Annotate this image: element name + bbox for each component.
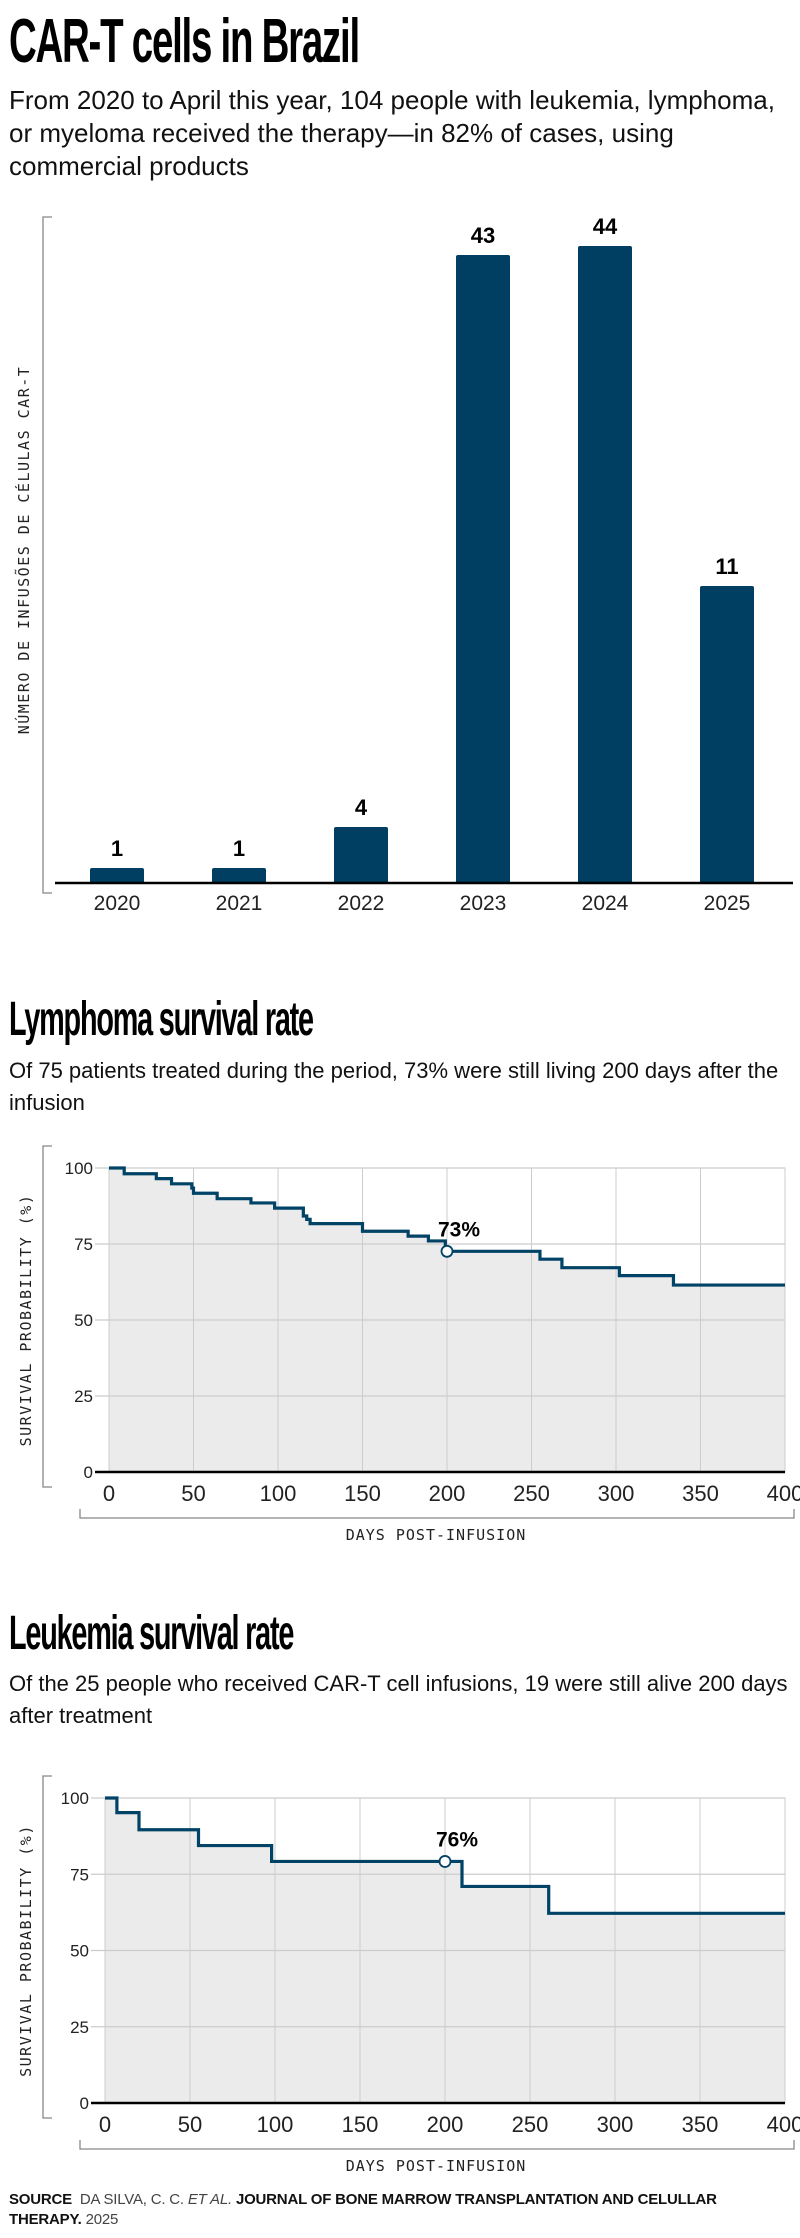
y-tick-25: 25 bbox=[70, 2018, 89, 2037]
bar-2023 bbox=[456, 255, 510, 884]
x-tick-0: 0 bbox=[103, 1481, 115, 1506]
x-tick-2023: 2023 bbox=[460, 892, 507, 915]
y-tick-50: 50 bbox=[70, 1942, 89, 1961]
y-tick-75: 75 bbox=[74, 1235, 93, 1254]
y-tick-75: 75 bbox=[70, 1865, 89, 1884]
x-tick-2025: 2025 bbox=[704, 892, 751, 915]
source-et-al: ET AL. bbox=[187, 2191, 232, 2208]
x-tick-200: 200 bbox=[429, 1481, 466, 1506]
x-axis-bracket bbox=[79, 2140, 795, 2150]
data-label-2022: 4 bbox=[355, 795, 368, 820]
x-tick-250: 250 bbox=[512, 2112, 549, 2137]
y-axis-bracket bbox=[42, 1145, 52, 1488]
data-label-2023: 43 bbox=[471, 223, 495, 248]
y-tick-0: 0 bbox=[84, 1463, 93, 1482]
survival-curve bbox=[105, 1796, 785, 1915]
y-axis-label: SURVIVAL PROBABILITY (%) bbox=[17, 1194, 35, 1447]
x-tick-400: 400 bbox=[767, 2112, 800, 2137]
x-tick-2022: 2022 bbox=[338, 892, 385, 915]
x-tick-150: 150 bbox=[342, 2112, 379, 2137]
x-tick-2024: 2024 bbox=[582, 892, 629, 915]
y-tick-100: 100 bbox=[65, 1159, 93, 1178]
bar-2020 bbox=[90, 868, 144, 884]
y-tick-25: 25 bbox=[74, 1387, 93, 1406]
y-axis-bracket-line bbox=[42, 216, 52, 894]
leukemia-title: Leukemia survival rate bbox=[9, 1607, 294, 1660]
x-axis-label: DAYS POST-INFUSION bbox=[346, 2157, 527, 2175]
data-label-2021: 1 bbox=[233, 836, 245, 861]
y-axis-label: NÚMERO DE INFUSÕES DE CÉLULAS CAR-T bbox=[14, 366, 33, 735]
page-title: CAR-T cells in Brazil bbox=[9, 7, 360, 76]
leukemia-subtitle: Of the 25 people who received CAR-T cell… bbox=[9, 1671, 788, 1728]
survival-marker-200-days bbox=[440, 1244, 454, 1258]
survival-curve bbox=[109, 1166, 785, 1287]
data-label-2020: 1 bbox=[111, 836, 123, 861]
bar-2025 bbox=[700, 586, 754, 884]
y-axis-bracket bbox=[42, 1775, 52, 2119]
y-tick-0: 0 bbox=[80, 2094, 89, 2113]
x-tick-350: 350 bbox=[682, 1481, 719, 1506]
y-tick-100: 100 bbox=[61, 1789, 89, 1808]
x-tick-labels: 2020 2021 2022 2023 2024 2025 bbox=[94, 892, 751, 915]
data-label-2025: 11 bbox=[715, 554, 738, 579]
source-journal: JOURNAL OF BONE MARROW TRANSPLANTATION A… bbox=[9, 2191, 717, 2228]
x-axis-bracket bbox=[79, 1509, 795, 1519]
x-tick-2020: 2020 bbox=[94, 892, 141, 915]
x-tick-50: 50 bbox=[181, 1481, 205, 1506]
x-axis-label: DAYS POST-INFUSION bbox=[346, 1526, 527, 1544]
x-tick-300: 300 bbox=[597, 2112, 634, 2137]
x-tick-150: 150 bbox=[344, 1481, 381, 1506]
x-tick-100: 100 bbox=[257, 2112, 294, 2137]
survival-annotation: 73% bbox=[438, 1218, 480, 1241]
leukemia-survival-chart: SURVIVAL PROBABILITY (%)0 50 100 150 200 250 3… bbox=[17, 1775, 800, 2175]
source-year: 2025 bbox=[85, 2211, 119, 2228]
lymphoma-title: Lymphoma survival rate bbox=[9, 993, 314, 1046]
x-tick-350: 350 bbox=[682, 2112, 719, 2137]
source-authors: DA SILVA, C. C. bbox=[79, 2191, 184, 2208]
x-tick-300: 300 bbox=[598, 1481, 635, 1506]
lymphoma-survival-chart: SURVIVAL PROBABILITY (%)0 50 100 150 200 250 3… bbox=[17, 1145, 800, 1544]
data-label-2024: 44 bbox=[593, 214, 618, 239]
source-label: SOURCE bbox=[9, 2191, 72, 2208]
x-tick-400: 400 bbox=[767, 1481, 800, 1506]
survival-marker-200-days bbox=[438, 1855, 452, 1868]
bar-2021 bbox=[212, 868, 266, 884]
y-axis-bracket bbox=[42, 216, 52, 894]
lymphoma-subtitle: Of 75 patients treated during the period… bbox=[9, 1058, 779, 1115]
source-footer: SOURCE DA SILVA, C. C. ET AL. JOURNAL OF… bbox=[9, 2190, 769, 2230]
x-tick-200: 200 bbox=[427, 2112, 464, 2137]
x-tick-250: 250 bbox=[513, 1481, 550, 1506]
bar-chart: NÚMERO DE INFUSÕES DE CÉLULAS CAR-T 1 144… bbox=[14, 214, 793, 915]
page-subtitle: From 2020 to April this year, 104 people… bbox=[9, 85, 775, 181]
survival-annotation: 76% bbox=[436, 1828, 478, 1851]
bar-2022 bbox=[334, 827, 388, 884]
y-axis-label: SURVIVAL PROBABILITY (%) bbox=[17, 1824, 35, 2077]
x-tick-50: 50 bbox=[178, 2112, 202, 2137]
x-tick-2021: 2021 bbox=[216, 892, 263, 915]
y-tick-50: 50 bbox=[74, 1311, 93, 1330]
x-tick-100: 100 bbox=[260, 1481, 297, 1506]
x-tick-0: 0 bbox=[99, 2112, 111, 2137]
bar-2024 bbox=[578, 246, 632, 884]
